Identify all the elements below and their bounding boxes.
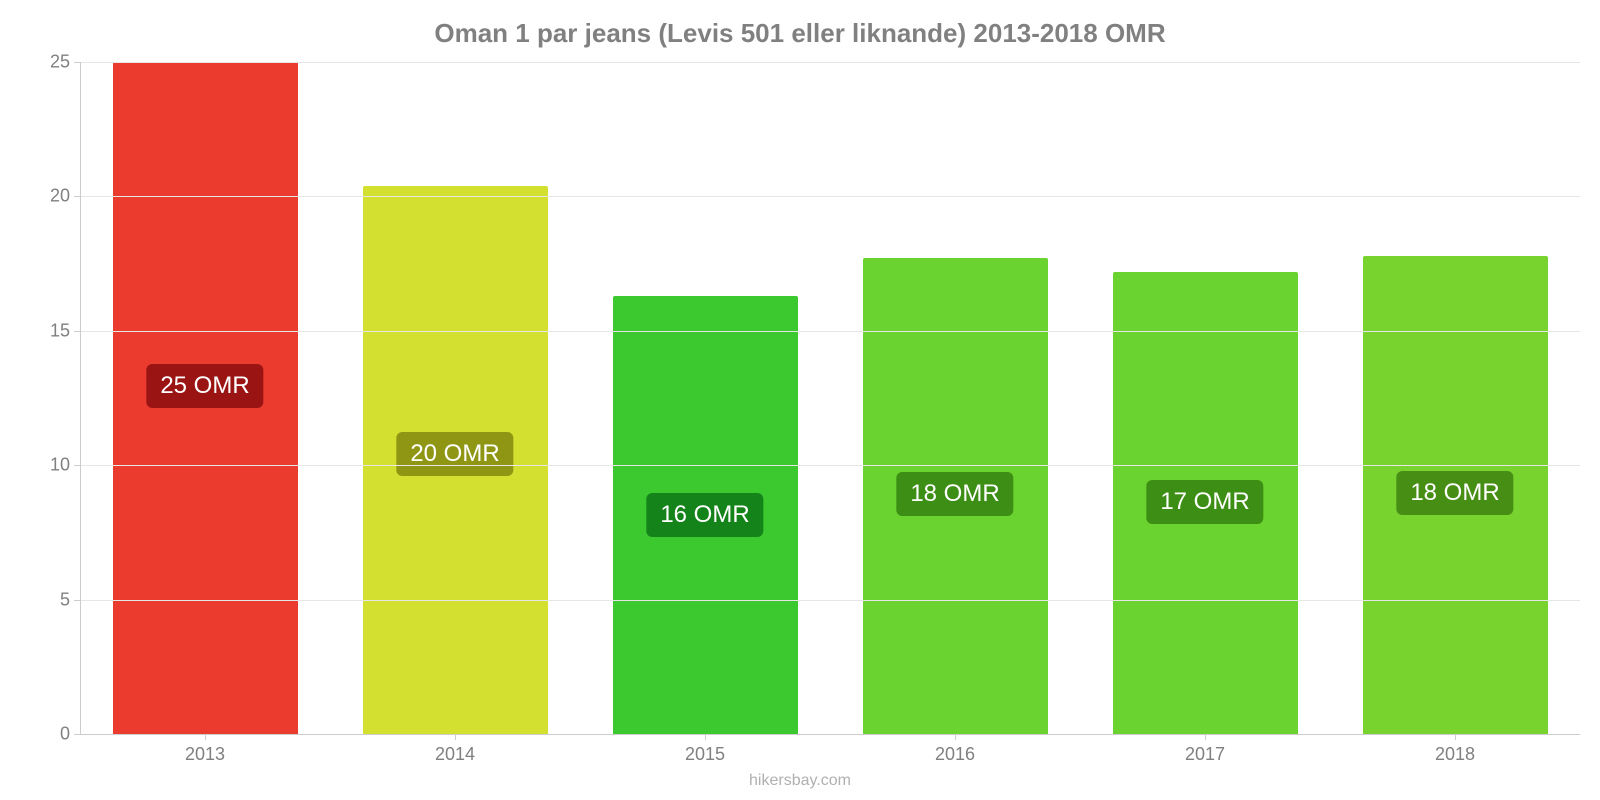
y-tick-label: 20 bbox=[40, 186, 70, 207]
bar: 16 OMR bbox=[613, 296, 798, 734]
y-axis-line bbox=[80, 62, 81, 734]
plot-area: 25 OMR20 OMR16 OMR18 OMR17 OMR18 OMR 051… bbox=[80, 62, 1580, 734]
bar-chart: Oman 1 par jeans (Levis 501 eller liknan… bbox=[0, 0, 1600, 800]
y-tick-label: 15 bbox=[40, 320, 70, 341]
bar-value-label: 18 OMR bbox=[896, 472, 1013, 516]
y-tick-label: 25 bbox=[40, 52, 70, 73]
x-tick-label: 2014 bbox=[435, 744, 475, 765]
bar-value-label: 18 OMR bbox=[1396, 471, 1513, 515]
chart-caption: hikersbay.com bbox=[749, 772, 851, 790]
grid-line bbox=[80, 331, 1580, 332]
x-axis-tick bbox=[955, 734, 956, 740]
y-tick-label: 5 bbox=[40, 589, 70, 610]
bars-layer: 25 OMR 20 OMR 16 OMR 18 OMR 17 OMR 18 OMR bbox=[80, 62, 1580, 734]
bar: 18 OMR bbox=[863, 258, 1048, 734]
x-axis-tick bbox=[455, 734, 456, 740]
grid-line bbox=[80, 196, 1580, 197]
x-tick-label: 2016 bbox=[935, 744, 975, 765]
x-tick-label: 2015 bbox=[685, 744, 725, 765]
x-tick-label: 2013 bbox=[185, 744, 225, 765]
x-axis-tick bbox=[205, 734, 206, 740]
x-axis-line bbox=[80, 734, 1580, 735]
grid-line bbox=[80, 465, 1580, 466]
bar-value-label: 20 OMR bbox=[396, 432, 513, 476]
chart-title: Oman 1 par jeans (Levis 501 eller liknan… bbox=[0, 0, 1600, 49]
x-tick-label: 2018 bbox=[1435, 744, 1475, 765]
grid-line bbox=[80, 62, 1580, 63]
bar: 18 OMR bbox=[1363, 256, 1548, 734]
bar: 17 OMR bbox=[1113, 272, 1298, 734]
bar: 20 OMR bbox=[363, 186, 548, 734]
bar-value-label: 16 OMR bbox=[646, 493, 763, 537]
x-axis-tick bbox=[1455, 734, 1456, 740]
bar: 25 OMR bbox=[113, 62, 298, 734]
y-tick-label: 0 bbox=[40, 724, 70, 745]
x-axis-tick bbox=[705, 734, 706, 740]
grid-line bbox=[80, 600, 1580, 601]
x-tick-label: 2017 bbox=[1185, 744, 1225, 765]
y-tick-label: 10 bbox=[40, 455, 70, 476]
bar-value-label: 17 OMR bbox=[1146, 480, 1263, 524]
x-axis-tick bbox=[1205, 734, 1206, 740]
bar-value-label: 25 OMR bbox=[146, 364, 263, 408]
